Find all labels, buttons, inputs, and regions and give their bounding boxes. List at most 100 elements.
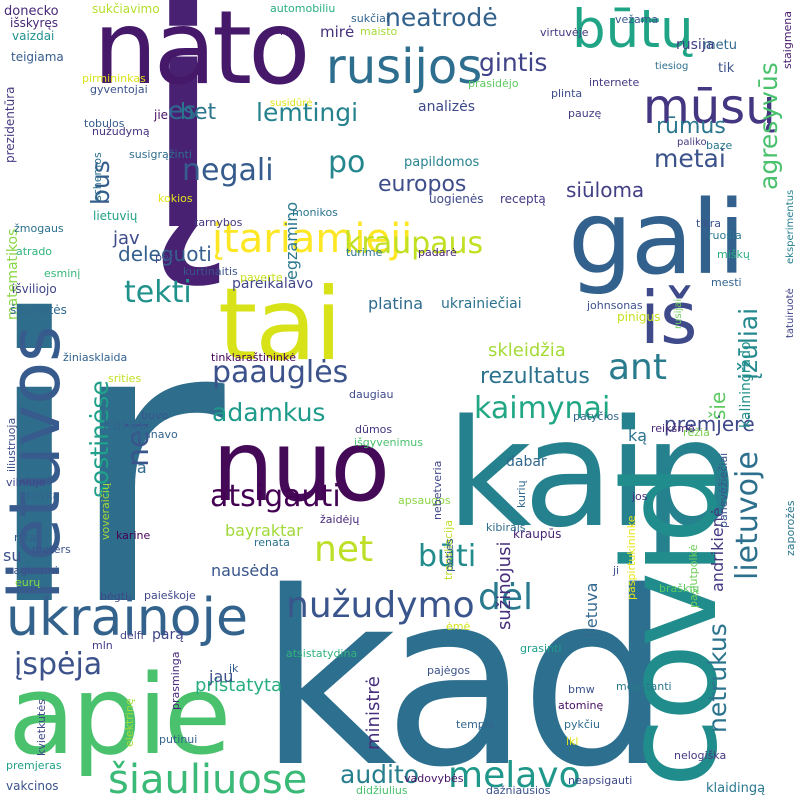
- word: atrado: [16, 245, 53, 258]
- word: moters: [32, 543, 71, 556]
- word: net: [314, 529, 374, 570]
- word: vakcinos: [6, 779, 59, 793]
- word: srities: [108, 372, 142, 385]
- word: paauglės: [212, 355, 349, 390]
- word: ir: [0, 238, 225, 692]
- word: planavo: [134, 428, 178, 441]
- word: baze: [706, 139, 733, 152]
- word: kurtinaitis: [183, 265, 238, 278]
- word: mesti: [711, 276, 742, 289]
- word: kad: [258, 540, 672, 800]
- word: metu: [703, 38, 737, 53]
- word: kraupaus: [344, 226, 484, 261]
- word: rusijai: [673, 298, 684, 329]
- word: receptą: [500, 192, 546, 206]
- word: rytas: [14, 531, 42, 544]
- word: tarnybos: [194, 216, 243, 229]
- word: įspėja: [14, 647, 103, 682]
- word: delfi: [120, 629, 144, 642]
- word: nuo: [212, 410, 390, 524]
- word: paieškoje: [144, 589, 196, 602]
- word: pirmininkas: [82, 72, 146, 85]
- word: turime: [346, 246, 383, 259]
- word: panevėžiečiai: [717, 452, 730, 528]
- word: vadovybės: [404, 772, 464, 785]
- word: netrukus: [703, 623, 732, 733]
- word: rusija: [676, 37, 715, 53]
- word: išgyvenimus: [354, 436, 424, 449]
- word: nužudymo: [286, 585, 475, 626]
- word: deleguoti: [118, 242, 212, 266]
- word: zaporožės: [784, 500, 797, 556]
- word: rėžia: [683, 426, 710, 439]
- word: voveraičių: [99, 483, 112, 540]
- word: dėl: [478, 577, 534, 618]
- word: ėmė: [446, 620, 471, 633]
- word: patyčios: [573, 410, 620, 423]
- word: internete: [589, 76, 640, 89]
- word: putinui: [159, 733, 198, 746]
- word: bayraktar: [225, 521, 303, 540]
- word: negali: [182, 153, 274, 188]
- word: jau: [209, 667, 234, 686]
- word: tiesiog: [655, 61, 689, 72]
- word: lietuva: [582, 582, 601, 637]
- word: nr: [280, 25, 292, 38]
- word: schemos: [91, 152, 104, 201]
- word: į: [140, 0, 226, 300]
- word: ruošia: [708, 229, 742, 242]
- word: skleidžia: [488, 340, 566, 361]
- word: europos: [378, 172, 467, 197]
- word: maisto: [360, 25, 398, 38]
- word: plinta: [551, 87, 583, 100]
- word: nausėda: [211, 561, 280, 580]
- word: gyventojai: [90, 83, 148, 96]
- word: buvo: [141, 409, 169, 422]
- word: ukrainoje: [6, 588, 248, 648]
- word: jav: [113, 228, 140, 249]
- word: paliko: [677, 137, 707, 148]
- word: teigiama: [11, 50, 64, 64]
- word: dabar: [506, 454, 547, 470]
- word: mirė: [320, 23, 355, 41]
- word: jos: [632, 490, 648, 503]
- word: vežama: [615, 13, 659, 26]
- word: prasminga: [169, 651, 182, 710]
- word: žmogaus: [14, 222, 64, 235]
- word: pareikalavo: [232, 276, 314, 292]
- word: monikos: [292, 206, 338, 219]
- word: audito: [340, 760, 420, 789]
- word: nebetveria: [431, 460, 444, 520]
- word: daugiau: [349, 388, 394, 401]
- word: sukčiavimo: [92, 2, 160, 16]
- word: kurių: [515, 480, 528, 508]
- word: paverte: [240, 271, 283, 284]
- word: mln: [92, 639, 113, 652]
- word: grasinti: [520, 642, 562, 655]
- word: tekti: [124, 275, 192, 310]
- word: parą: [152, 627, 184, 643]
- word: peties: [443, 538, 456, 572]
- word: tikra: [696, 217, 722, 230]
- word: automobiliu: [270, 2, 336, 15]
- word: dažniausios: [486, 784, 551, 797]
- word: pinigus: [617, 310, 661, 324]
- word: donecko: [4, 4, 59, 19]
- word: lietuvių: [93, 209, 138, 223]
- word: ministrė: [363, 676, 384, 750]
- word: kaliningrado: [738, 341, 754, 428]
- word: rezultatus: [480, 364, 590, 389]
- word: atsigauti: [210, 479, 341, 514]
- word: pauzę: [568, 107, 602, 120]
- word: pasiutpolkė: [687, 544, 700, 608]
- word: bmw: [568, 683, 595, 696]
- word: braškių: [659, 582, 700, 595]
- word: lietuvoje: [730, 451, 765, 580]
- word: kvietkutės: [35, 699, 48, 756]
- word: uogienės: [429, 192, 484, 206]
- word: tik: [718, 61, 735, 76]
- word: reikšmė: [651, 422, 695, 435]
- word: siūloma: [566, 178, 645, 202]
- word: išviliojo: [12, 282, 57, 296]
